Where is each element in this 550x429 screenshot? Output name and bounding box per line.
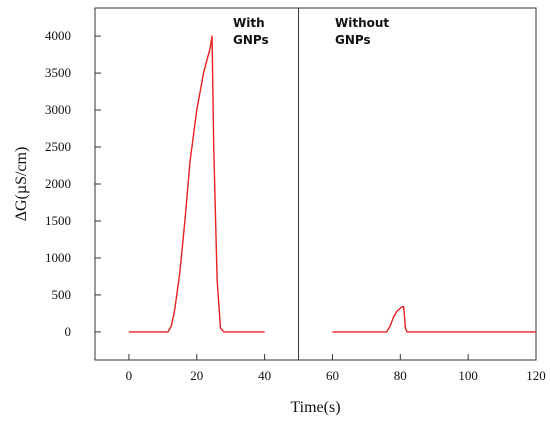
x-tick-label: 40 [258, 368, 271, 383]
y-tick-label: 1500 [45, 213, 71, 228]
x-tick-label: 80 [394, 368, 407, 383]
y-tick-label: 3500 [45, 65, 71, 80]
series-line-without [332, 306, 536, 333]
y-tick-label: 500 [52, 287, 72, 302]
y-tick-label: 3000 [45, 102, 71, 117]
x-tick-label: 0 [126, 368, 133, 383]
x-axis-title: Time(s) [290, 399, 340, 416]
plot-frame [94, 7, 537, 361]
y-tick-label: 2000 [45, 176, 71, 191]
y-tick-label: 1000 [45, 250, 71, 265]
y-axis-title: ΔG(µS/cm) [13, 147, 30, 222]
x-tick-label: 100 [458, 368, 478, 383]
x-tick-label: 60 [326, 368, 339, 383]
y-tick-label: 4000 [45, 28, 71, 43]
annotation-with: With [233, 16, 265, 30]
annotation-with: GNPs [233, 33, 269, 47]
annotation-without: Without [335, 16, 389, 30]
y-tick-label: 2500 [45, 139, 71, 154]
x-tick-label: 20 [190, 368, 203, 383]
series-line-with [128, 35, 265, 333]
annotation-without: GNPs [335, 33, 371, 47]
x-tick-label: 120 [526, 368, 546, 383]
y-tick-label: 0 [65, 324, 72, 339]
